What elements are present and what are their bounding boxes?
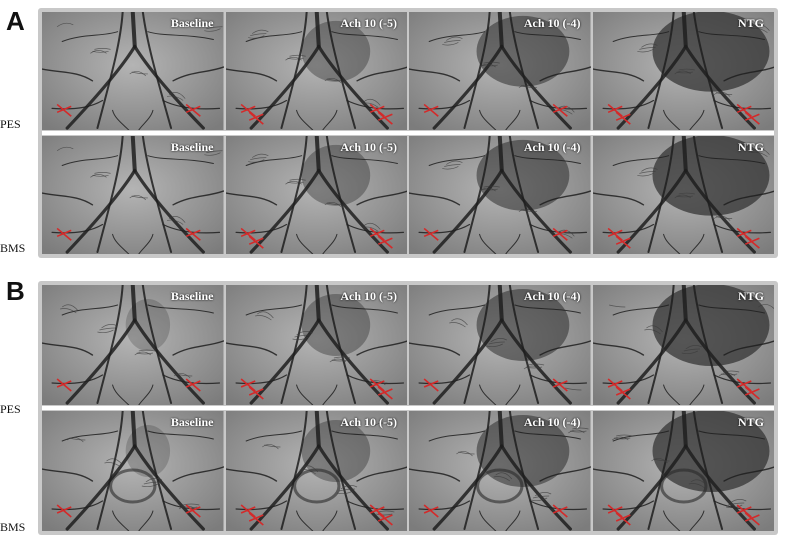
angiogram-frame: Baseline: [42, 136, 224, 254]
angiogram-image: [225, 136, 407, 254]
frame-label: Ach 10 (-5): [340, 415, 397, 429]
frame-label: Baseline: [170, 415, 214, 429]
angiogram-frame: Ach 10 (-4): [409, 285, 591, 405]
angiogram-image: [42, 285, 224, 405]
angiogram-image: [409, 12, 591, 130]
angiogram-image: [225, 12, 407, 130]
angiogram-image: [42, 136, 224, 254]
frame-label: Baseline: [170, 140, 214, 154]
panel-letter-a: A: [6, 6, 25, 36]
angiogram-frame: Ach 10 (-5): [225, 12, 407, 130]
frame-label: Ach 10 (-4): [523, 415, 581, 429]
frame-label: Ach 10 (-4): [523, 140, 581, 154]
row-divider: [42, 131, 774, 135]
panel-b-row-pes: Baseline Ach 10 (-5) Ach 10 (-4) NTG: [42, 285, 774, 405]
angiogram-frame: NTG: [592, 411, 774, 531]
frame-label: Ach 10 (-5): [340, 140, 397, 154]
angiogram-frame: Ach 10 (-4): [409, 136, 591, 254]
angiogram-image: [225, 411, 407, 531]
frame-label: NTG: [737, 16, 764, 30]
angiogram-image: [592, 136, 774, 254]
frame-label: Ach 10 (-5): [340, 289, 397, 303]
frame-label: Ach 10 (-4): [523, 16, 581, 30]
panel-b: Baseline Ach 10 (-5) Ach 10 (-4) NTG Bas…: [38, 281, 778, 535]
angiogram-frame: NTG: [592, 285, 774, 405]
angiogram-image: [592, 411, 774, 531]
frame-label: NTG: [737, 140, 764, 154]
angiogram-image: [409, 136, 591, 254]
panel-b-row-bms: Baseline Ach 10 (-5) Ach 10 (-4) NTG: [42, 411, 774, 531]
panel-letter-b: B: [6, 276, 25, 306]
panel-a-row-pes: Baseline Ach 10 (-5) Ach 10 (-4) NTG: [42, 12, 774, 130]
angiogram-frame: Ach 10 (-5): [225, 136, 407, 254]
row-divider: [42, 406, 774, 410]
frame-label: Baseline: [170, 16, 214, 30]
angiogram-image: [42, 411, 224, 531]
angiogram-frame: Baseline: [42, 285, 224, 405]
row-label-bms: BMS: [0, 520, 26, 534]
frame-label: Ach 10 (-4): [523, 289, 581, 303]
angiogram-frame: Baseline: [42, 411, 224, 531]
frame-label: NTG: [737, 289, 764, 303]
row-label-pes: PES: [0, 402, 21, 416]
angiogram-frame: Ach 10 (-4): [409, 12, 591, 130]
angiogram-frame: Ach 10 (-5): [225, 411, 407, 531]
angiogram-image: [409, 411, 591, 531]
angiogram-frame: Baseline: [42, 12, 224, 130]
angiogram-image: [592, 12, 774, 130]
angiogram-frame: NTG: [592, 136, 774, 254]
angiogram-frame: Ach 10 (-4): [409, 411, 591, 531]
frame-label: NTG: [737, 415, 764, 429]
angiogram-image: [409, 285, 591, 405]
row-label-pes: PES: [0, 117, 21, 131]
angiogram-image: [225, 285, 407, 405]
angiogram-image: [592, 285, 774, 405]
angiogram-frame: Ach 10 (-5): [225, 285, 407, 405]
panel-a: Baseline Ach 10 (-5) Ach 10 (-4) NTG Bas…: [38, 8, 778, 258]
panel-a-row-bms: Baseline Ach 10 (-5) Ach 10 (-4) NTG: [42, 136, 774, 254]
row-label-bms: BMS: [0, 241, 26, 255]
angiogram-frame: NTG: [592, 12, 774, 130]
frame-label: Ach 10 (-5): [340, 16, 397, 30]
angiogram-image: [42, 12, 224, 130]
frame-label: Baseline: [170, 289, 214, 303]
